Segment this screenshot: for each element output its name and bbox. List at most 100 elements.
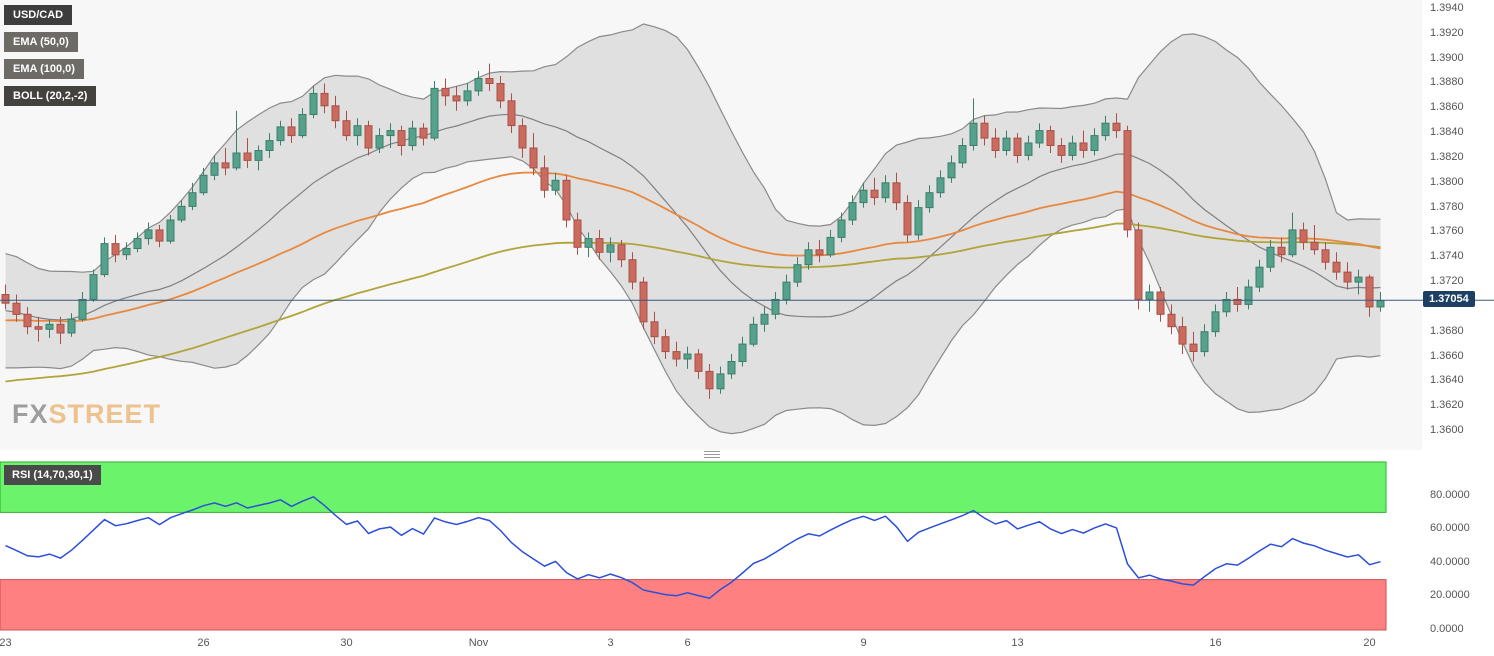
candle bbox=[45, 323, 54, 330]
price-tick: 1.3640 bbox=[1430, 374, 1464, 387]
candle bbox=[980, 122, 989, 139]
candle bbox=[485, 78, 494, 84]
candle bbox=[1321, 249, 1330, 263]
candle bbox=[375, 135, 384, 149]
candle bbox=[100, 243, 109, 276]
rsi-indicator-label[interactable]: RSI (14,70,30,1) bbox=[4, 465, 101, 485]
candle bbox=[903, 202, 912, 236]
candle bbox=[1299, 229, 1308, 243]
candle bbox=[727, 361, 736, 375]
time-tick: 3 bbox=[607, 637, 614, 649]
candle bbox=[177, 205, 186, 221]
candle bbox=[738, 343, 747, 363]
candle bbox=[991, 137, 1000, 152]
boll-label[interactable]: BOLL (20,2,-2) bbox=[4, 86, 97, 106]
symbol-label[interactable]: USD/CAD bbox=[4, 5, 73, 25]
candle bbox=[199, 174, 208, 194]
candle bbox=[1354, 276, 1363, 283]
rsi-panel[interactable]: RSI (14,70,30,1) 80.0000 60.0000 40.0000 20… bbox=[0, 458, 1494, 635]
candle bbox=[584, 238, 593, 248]
price-tick: 1.3920 bbox=[1430, 26, 1464, 39]
candle bbox=[1101, 122, 1110, 137]
price-tick: 1.3620 bbox=[1430, 399, 1464, 412]
price-tick: 1.3800 bbox=[1430, 175, 1464, 188]
candle bbox=[804, 249, 813, 266]
candle bbox=[1024, 142, 1033, 156]
candle bbox=[243, 152, 252, 161]
candle bbox=[353, 125, 362, 137]
price-tick: 1.3840 bbox=[1430, 126, 1464, 139]
candle bbox=[452, 95, 461, 102]
candle bbox=[1035, 130, 1044, 144]
candle bbox=[573, 219, 582, 248]
time-tick: 23 bbox=[0, 637, 12, 649]
ema100-label[interactable]: EMA (100,0) bbox=[4, 59, 84, 79]
candle bbox=[859, 189, 868, 204]
candle bbox=[408, 127, 417, 147]
last-price-label: 1.37054 bbox=[1423, 291, 1475, 308]
candle bbox=[848, 202, 857, 221]
price-tick: 1.3880 bbox=[1430, 76, 1464, 89]
candle bbox=[1057, 145, 1066, 156]
candle bbox=[760, 313, 769, 325]
price-tick: 1.3820 bbox=[1430, 150, 1464, 163]
candle bbox=[133, 238, 142, 250]
candle bbox=[1002, 137, 1011, 152]
candle bbox=[793, 264, 802, 283]
price-tick: 1.3940 bbox=[1430, 2, 1464, 14]
candle bbox=[166, 219, 175, 242]
time-tick: 6 bbox=[684, 637, 691, 649]
logo-street-text: STREET bbox=[48, 399, 162, 429]
time-tick: 9 bbox=[860, 637, 867, 649]
price-chart-canvas[interactable] bbox=[0, 0, 1494, 452]
candle bbox=[298, 114, 307, 137]
candle bbox=[969, 122, 978, 146]
price-tick: 1.3680 bbox=[1430, 324, 1464, 337]
candle bbox=[551, 179, 560, 191]
time-tick: 20 bbox=[1363, 637, 1376, 649]
candle bbox=[1156, 291, 1165, 315]
candle bbox=[463, 90, 472, 102]
candle bbox=[34, 326, 43, 330]
candle bbox=[496, 83, 505, 102]
candle bbox=[782, 281, 791, 301]
price-tick: 1.3780 bbox=[1430, 200, 1464, 213]
candle bbox=[441, 87, 450, 97]
rsi-chart-canvas[interactable] bbox=[0, 458, 1494, 632]
candle bbox=[1068, 142, 1077, 156]
fxstreet-logo: FXSTREET bbox=[12, 399, 161, 430]
main-chart[interactable]: USD/CAD EMA (50,0) EMA (100,0) BOLL (20,2,-… bbox=[0, 0, 1494, 452]
candle bbox=[925, 192, 934, 209]
candle bbox=[518, 125, 527, 149]
candle bbox=[617, 244, 626, 261]
candle bbox=[661, 336, 670, 353]
candle bbox=[1, 294, 10, 304]
candle bbox=[122, 248, 131, 256]
candle bbox=[419, 127, 428, 139]
candle bbox=[1211, 311, 1220, 333]
candle bbox=[23, 313, 32, 328]
candle bbox=[1343, 271, 1352, 283]
candle bbox=[1134, 229, 1143, 300]
candle bbox=[1079, 142, 1088, 151]
candle bbox=[870, 189, 879, 199]
rsi-tick: 80.0000 bbox=[1430, 488, 1470, 501]
candle bbox=[1145, 291, 1154, 300]
candle bbox=[683, 353, 692, 360]
candle bbox=[628, 259, 637, 283]
candle bbox=[474, 78, 483, 92]
candle bbox=[1222, 298, 1231, 313]
price-tick: 1.3760 bbox=[1430, 225, 1464, 238]
candle bbox=[639, 281, 648, 323]
price-tick: 1.3900 bbox=[1430, 51, 1464, 64]
ema50-line bbox=[5, 171, 1381, 323]
price-tick: 1.3740 bbox=[1430, 250, 1464, 263]
candle bbox=[892, 182, 901, 204]
ema50-label[interactable]: EMA (50,0) bbox=[4, 32, 78, 52]
candle bbox=[771, 298, 780, 315]
candle bbox=[716, 373, 725, 390]
panel-resize-handle[interactable] bbox=[704, 451, 720, 458]
bollinger-upper-line bbox=[5, 23, 1381, 273]
candle bbox=[111, 243, 120, 256]
logo-fx-text: FX bbox=[12, 399, 49, 429]
